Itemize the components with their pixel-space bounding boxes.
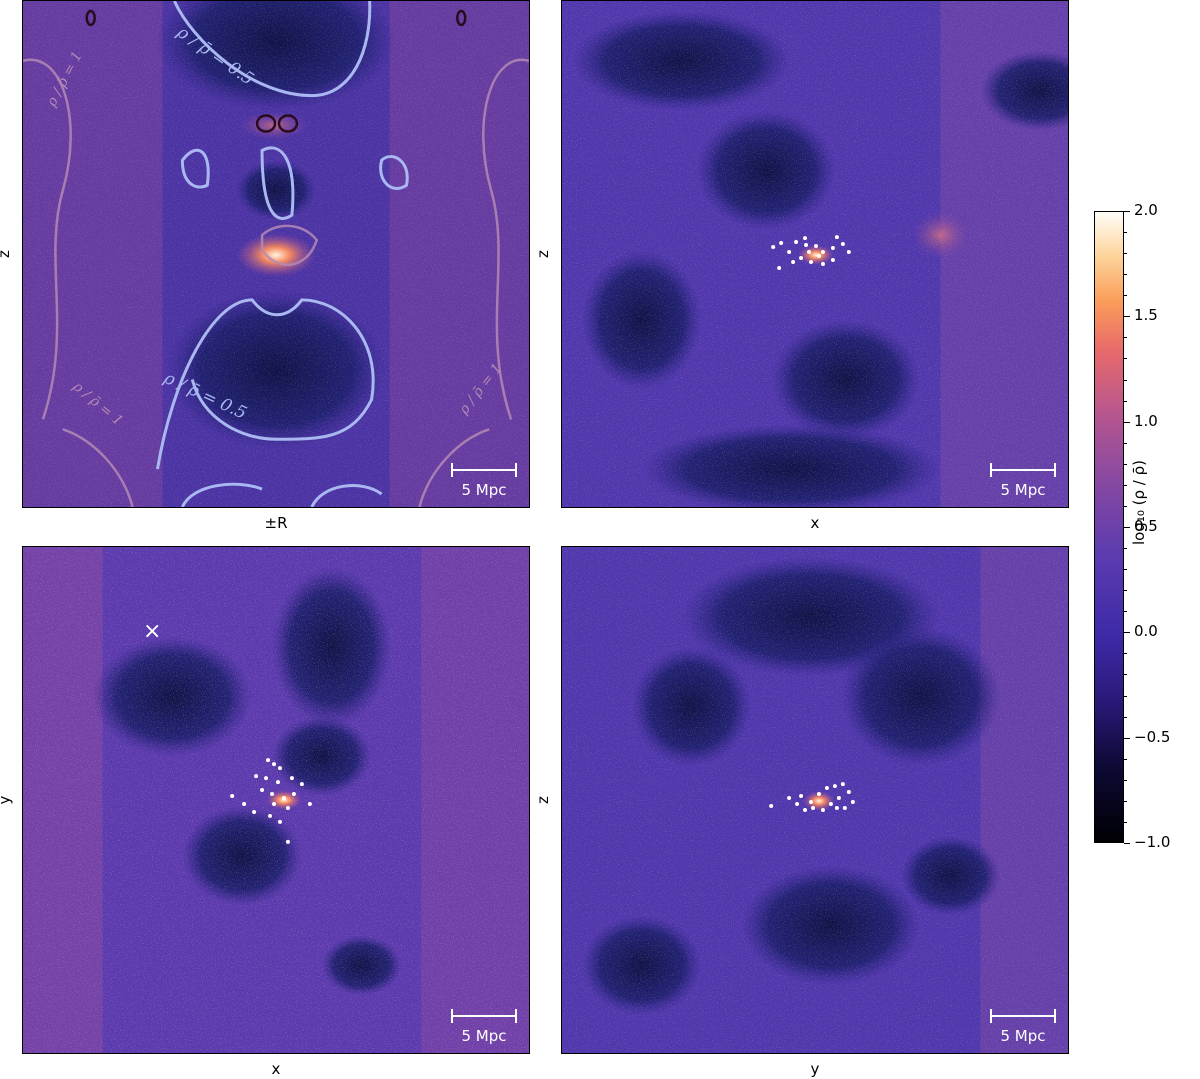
colorbar-minor-tick (1124, 274, 1127, 275)
colorbar-minor-tick (1124, 380, 1127, 381)
scale-bar: 5 Mpc (990, 1009, 1056, 1045)
density-image (562, 1, 1068, 507)
colorbar-minor-tick (1124, 232, 1127, 233)
density-image (562, 547, 1068, 1053)
scale-bar-label: 5 Mpc (1000, 1027, 1046, 1045)
colorbar-minor-tick (1124, 337, 1127, 338)
colorbar-tick (1124, 738, 1130, 739)
density-image (23, 547, 529, 1053)
colorbar-tick-label: 0.0 (1134, 622, 1158, 640)
halo-points (771, 235, 851, 270)
cross-marker: × (143, 619, 162, 644)
x-axis-label: x (271, 1060, 281, 1078)
colorbar-minor-tick (1124, 759, 1127, 760)
density-map-panel-xz: 5 Mpc (561, 0, 1069, 508)
colorbar-minor-tick (1124, 801, 1127, 802)
halo-points (769, 782, 855, 812)
colorbar-tick-label: 0.5 (1134, 517, 1158, 535)
colorbar-tick (1124, 843, 1130, 844)
colorbar-minor-tick (1124, 653, 1127, 654)
scale-bar: 5 Mpc (990, 463, 1056, 499)
colorbar-minor-tick (1124, 696, 1127, 697)
scale-bar-label: 5 Mpc (461, 481, 507, 499)
colorbar-tick (1124, 527, 1130, 528)
colorbar-minor-tick (1124, 611, 1127, 612)
colorbar-minor-tick (1124, 590, 1127, 591)
colorbar-minor-tick (1124, 464, 1127, 465)
y-axis-label: y (0, 796, 13, 805)
scale-bar-label: 5 Mpc (1000, 481, 1046, 499)
colorbar-minor-tick (1124, 548, 1127, 549)
colorbar-tick-label: −1.0 (1134, 833, 1171, 851)
colorbar-minor-tick (1124, 253, 1127, 254)
colorbar-minor-tick (1124, 780, 1127, 781)
colorbar (1094, 211, 1124, 843)
y-axis-label: z (0, 250, 13, 258)
colorbar-minor-tick (1124, 717, 1127, 718)
density-map-panel-radial: ρ / ρ̄ = 0.5 ρ / ρ̄ = 0.5 ρ / ρ̄ = 1 ρ /… (22, 0, 530, 508)
scale-bar: 5 Mpc (451, 463, 517, 499)
colorbar-minor-tick (1124, 822, 1127, 823)
scale-bar: 5 Mpc (451, 1009, 517, 1045)
colorbar-tick-label: 1.0 (1134, 412, 1158, 430)
colorbar-tick (1124, 211, 1130, 212)
colorbar-minor-tick (1124, 443, 1127, 444)
y-axis-label: z (533, 250, 552, 258)
colorbar-tick-label: 2.0 (1134, 201, 1158, 219)
density-map-panel-xy: × 5 Mpc (22, 546, 530, 1054)
x-axis-label: y (810, 1060, 820, 1078)
density-map-panel-yz: 5 Mpc (561, 546, 1069, 1054)
y-axis-label: z (533, 796, 552, 804)
colorbar-tick-label: 1.5 (1134, 306, 1158, 324)
colorbar-title: log₁₀ (ρ / ρ̄) (1130, 460, 1148, 545)
x-axis-label: x (810, 514, 820, 532)
x-axis-label: ±R (264, 514, 288, 532)
colorbar-minor-tick (1124, 401, 1127, 402)
colorbar-tick (1124, 632, 1130, 633)
colorbar-minor-tick (1124, 358, 1127, 359)
colorbar-minor-tick (1124, 295, 1127, 296)
scale-bar-label: 5 Mpc (461, 1027, 507, 1045)
colorbar-minor-tick (1124, 569, 1127, 570)
colorbar-minor-tick (1124, 506, 1127, 507)
colorbar-tick (1124, 316, 1130, 317)
colorbar-tick-label: −0.5 (1134, 728, 1171, 746)
colorbar-tick (1124, 422, 1130, 423)
density-image (23, 1, 529, 507)
colorbar-minor-tick (1124, 485, 1127, 486)
colorbar-minor-tick (1124, 674, 1127, 675)
halo-points (230, 758, 312, 844)
